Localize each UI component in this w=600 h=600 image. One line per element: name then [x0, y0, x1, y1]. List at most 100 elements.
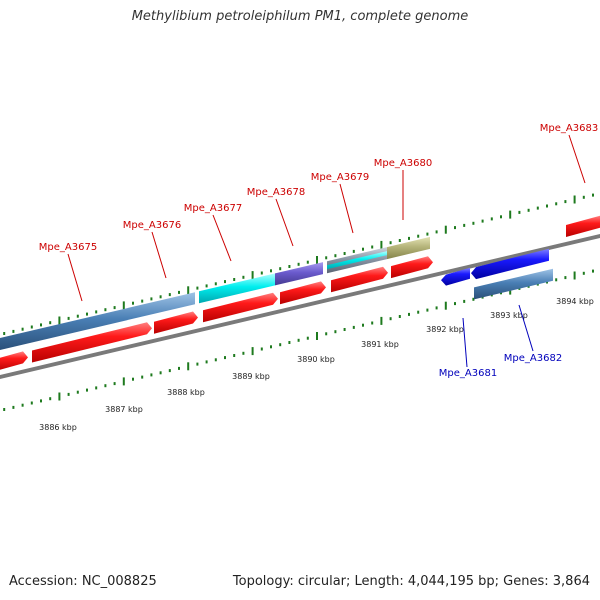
scale-minor-tick: [196, 362, 199, 366]
scale-minor-tick: [518, 210, 521, 214]
scale-label-3886: 3886 kbp: [39, 423, 77, 432]
gene-arrow-forward: [280, 281, 326, 305]
scale-minor-tick: [435, 230, 438, 234]
map-title: Methylibium petroleiphilum PM1, complete…: [131, 9, 469, 24]
scale-minor-tick: [12, 405, 15, 409]
feature-bar-A3677: [199, 273, 275, 304]
scale-minor-tick: [334, 254, 337, 258]
feature-bar-A3678: [275, 262, 323, 286]
scale-major-tick: [58, 316, 61, 325]
gene-label-mpe-a3680: Mpe_A3680: [374, 158, 432, 169]
scale-minor-tick: [463, 299, 466, 303]
scale-minor-tick: [224, 356, 226, 360]
scale-minor-tick: [500, 215, 502, 219]
gene-label-mpe-a3675: Mpe_A3675: [39, 242, 97, 253]
gene-leader-line: [275, 198, 294, 247]
feature-bar-A3680: [387, 236, 430, 260]
feature-bar-A3682: [474, 268, 553, 300]
scale-major-tick: [58, 392, 61, 401]
scale-major-tick: [122, 301, 125, 310]
scale-minor-tick: [306, 260, 309, 264]
scale-minor-tick: [417, 234, 420, 238]
feature-bar-A3675: [0, 292, 195, 351]
gene-label-mpe-a3682: Mpe_A3682: [504, 353, 562, 364]
gene-label-mpe-a3679: Mpe_A3679: [311, 172, 369, 183]
scale-minor-tick: [132, 377, 134, 381]
scale-minor-tick: [270, 269, 272, 273]
scale-minor-tick: [30, 401, 33, 405]
scale-minor-tick: [334, 330, 337, 334]
scale-minor-tick: [527, 208, 530, 212]
scale-minor-tick: [260, 347, 263, 351]
gene-label-mpe-a3678: Mpe_A3678: [247, 187, 305, 198]
scale-label-3893: 3893 kbp: [490, 311, 528, 320]
scale-minor-tick: [564, 276, 567, 280]
scale-minor-tick: [214, 282, 217, 286]
scale-minor-tick: [95, 386, 98, 390]
scale-minor-tick: [536, 206, 539, 210]
scale-major-tick: [509, 210, 512, 219]
scale-minor-tick: [546, 204, 548, 208]
scale-minor-tick: [40, 323, 42, 327]
scale-minor-tick: [555, 278, 558, 282]
scale-minor-tick: [150, 297, 153, 301]
scale-minor-tick: [141, 299, 144, 303]
scale-minor-tick: [454, 302, 456, 306]
scale-minor-tick: [30, 325, 33, 329]
scale-minor-tick: [352, 249, 355, 253]
scale-minor-tick: [113, 306, 116, 310]
scale-label-3891: 3891 kbp: [361, 340, 399, 349]
scale-minor-tick: [297, 338, 300, 342]
scale-minor-tick: [113, 382, 116, 386]
scale-minor-tick: [297, 262, 300, 266]
scale-minor-tick: [76, 390, 79, 394]
scale-minor-tick: [168, 293, 171, 297]
scale-minor-tick: [325, 256, 328, 260]
scale-major-tick: [187, 362, 190, 371]
scale-minor-tick: [132, 301, 134, 305]
scale-minor-tick: [3, 332, 6, 335]
scale-minor-tick: [242, 351, 245, 355]
scale-major-tick: [251, 347, 254, 356]
scale-minor-tick: [242, 275, 245, 279]
gene-leader-line: [568, 134, 586, 184]
scale-minor-tick: [582, 195, 585, 199]
scale-minor-tick: [150, 373, 153, 377]
scale-minor-tick: [104, 384, 107, 388]
gene-arrow-forward: [331, 266, 388, 293]
scale-minor-tick: [178, 290, 180, 294]
scale-minor-tick: [86, 312, 88, 316]
scale-minor-tick: [141, 375, 144, 379]
gene-arrow-forward: [566, 215, 600, 237]
scale-minor-tick: [306, 336, 309, 340]
scale-minor-tick: [472, 221, 475, 225]
scale-minor-tick: [260, 271, 263, 275]
scale-minor-tick: [76, 314, 79, 318]
scale-minor-tick: [233, 278, 236, 281]
gene-arrow-reverse: [441, 267, 470, 286]
scale-minor-tick: [564, 200, 567, 204]
scale-minor-tick: [371, 245, 374, 249]
scale-minor-tick: [389, 317, 392, 321]
scale-major-tick: [380, 240, 383, 249]
scale-minor-tick: [104, 308, 107, 312]
scale-label-3887: 3887 kbp: [105, 405, 143, 414]
scale-minor-tick: [205, 284, 208, 288]
backbone-line: [0, 233, 600, 380]
gene-leader-line: [67, 253, 83, 302]
scale-minor-tick: [224, 280, 226, 284]
scale-minor-tick: [214, 358, 217, 362]
scale-minor-tick: [205, 360, 208, 364]
gene-arrow-forward: [0, 351, 28, 370]
scale-minor-tick: [592, 269, 594, 273]
scale-minor-tick: [3, 408, 6, 411]
scale-minor-tick: [463, 223, 466, 227]
scale-minor-tick: [592, 193, 594, 197]
scale-major-tick: [187, 286, 190, 295]
scale-minor-tick: [159, 371, 162, 375]
scale-label-3888: 3888 kbp: [167, 388, 205, 397]
gene-arrow-forward: [391, 256, 433, 279]
scale-minor-tick: [417, 310, 420, 314]
scale-major-tick: [316, 256, 318, 264]
